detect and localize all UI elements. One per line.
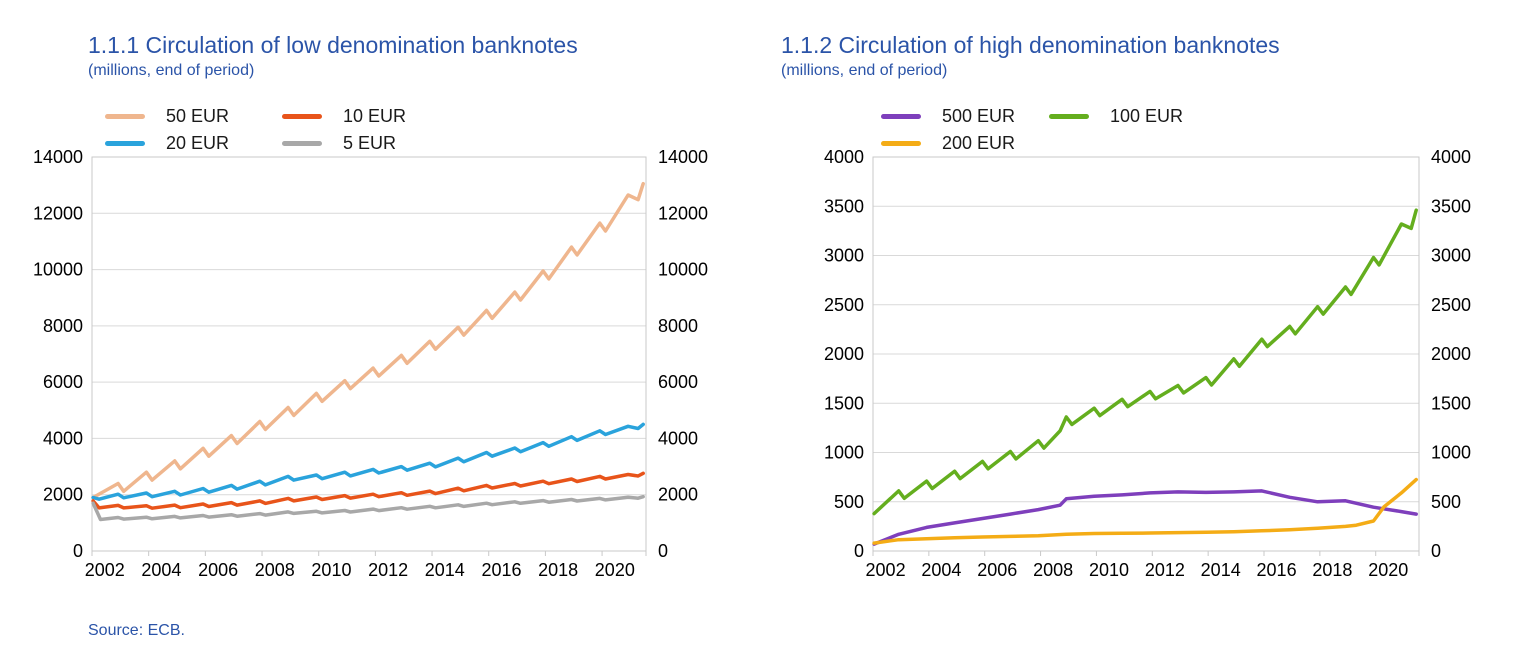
- legend-item-10-eur: 10 EUR: [282, 103, 406, 130]
- y-axis-label-left: 12000: [33, 203, 83, 223]
- chart-1-title: 1.1.1 Circulation of low denomination ba…: [88, 32, 578, 58]
- x-axis-label: 2020: [1368, 560, 1408, 580]
- x-axis-label: 2004: [141, 560, 181, 580]
- series-line-200-eur: [872, 477, 1418, 545]
- legend-swatch-100-eur: [1049, 114, 1089, 119]
- chart-2-legend: 500 EUR 100 EUR 200 EUR: [881, 103, 1301, 157]
- y-axis-label-left: 6000: [43, 372, 83, 392]
- legend-label: 50 EUR: [166, 106, 230, 126]
- y-axis-label-right: 500: [1431, 492, 1461, 512]
- x-axis-label: 2008: [255, 560, 295, 580]
- source-note: Source: ECB.: [88, 622, 185, 639]
- legend-item-100-eur: 100 EUR: [1049, 103, 1183, 130]
- y-axis-label-left: 4000: [824, 147, 864, 167]
- y-axis-label-left: 4000: [43, 428, 83, 448]
- y-axis-label-right: 14000: [658, 147, 708, 167]
- series-line-10-eur: [91, 471, 645, 510]
- chart-1-subtitle: (millions, end of period): [88, 62, 255, 79]
- y-axis-label-right: 3000: [1431, 246, 1471, 266]
- x-axis-label: 2018: [1312, 560, 1352, 580]
- x-axis-label: 2004: [921, 560, 961, 580]
- y-axis-label-left: 2500: [824, 295, 864, 315]
- x-axis-label: 2016: [1257, 560, 1297, 580]
- y-axis-label-right: 12000: [658, 203, 708, 223]
- chart-1-plot: 0 0 2000 2000 4000 4000 6000 6000 8000 8000 10000 1…: [33, 147, 708, 580]
- legend-swatch-200-eur: [881, 141, 921, 146]
- chart-1-legend: 50 EUR 10 EUR 20 EUR 5 EUR: [105, 103, 525, 157]
- y-axis-label-right: 1500: [1431, 393, 1471, 413]
- y-axis-label-right: 8000: [658, 316, 698, 336]
- chart-2-plot: 0 0 500 500 1000 1000 1500 1500 2000 2000 2500 2500…: [824, 147, 1471, 580]
- legend-label: 200 EUR: [942, 133, 1016, 153]
- plot-border: [91, 156, 647, 552]
- y-axis-label-right: 0: [1431, 541, 1441, 561]
- legend-row: 50 EUR 10 EUR: [105, 103, 525, 130]
- legend-swatch-500-eur: [881, 114, 921, 119]
- y-axis-label-right: 4000: [658, 428, 698, 448]
- x-axis-label: 2014: [1201, 560, 1241, 580]
- y-axis-label-left: 3500: [824, 196, 864, 216]
- y-axis-label-right: 3500: [1431, 196, 1471, 216]
- y-axis-label-left: 2000: [43, 485, 83, 505]
- series-line-20-eur: [91, 422, 645, 501]
- series-line-5-eur: [91, 494, 645, 522]
- y-axis-label-left: 3000: [824, 246, 864, 266]
- y-axis-label-left: 2000: [824, 344, 864, 364]
- x-axis-label: 2018: [538, 560, 578, 580]
- y-axis-label-left: 0: [73, 541, 83, 561]
- legend-item-50-eur: 50 EUR: [105, 103, 229, 130]
- legend-item-5-eur: 5 EUR: [282, 130, 396, 157]
- legend-row: 500 EUR 100 EUR: [881, 103, 1301, 130]
- legend-item-20-eur: 20 EUR: [105, 130, 229, 157]
- legend-label: 10 EUR: [343, 106, 407, 126]
- legend-item-200-eur: 200 EUR: [881, 130, 1015, 157]
- x-axis-label: 2014: [425, 560, 465, 580]
- x-axis-label: 2010: [311, 560, 351, 580]
- y-axis-label-left: 10000: [33, 260, 83, 280]
- plot-border: [872, 156, 1420, 552]
- x-axis-label: 2008: [1033, 560, 1073, 580]
- y-axis-label-left: 14000: [33, 147, 83, 167]
- chart-2-title: 1.1.2 Circulation of high denomination b…: [781, 32, 1280, 58]
- y-axis-label-right: 2000: [658, 485, 698, 505]
- x-axis-label: 2020: [595, 560, 635, 580]
- y-axis-label-right: 2500: [1431, 295, 1471, 315]
- x-axis-label: 2012: [368, 560, 408, 580]
- legend-swatch-50-eur: [105, 114, 145, 119]
- x-axis-label: 2016: [481, 560, 521, 580]
- x-axis-label: 2012: [1145, 560, 1185, 580]
- y-axis-label-right: 1000: [1431, 443, 1471, 463]
- legend-row: 200 EUR: [881, 130, 1301, 157]
- legend-swatch-10-eur: [282, 114, 322, 119]
- y-axis-label-left: 8000: [43, 316, 83, 336]
- series-line-500-eur: [872, 489, 1418, 546]
- legend-label: 5 EUR: [343, 133, 397, 153]
- y-axis-label-right: 0: [658, 541, 668, 561]
- y-axis-label-right: 4000: [1431, 147, 1471, 167]
- legend-label: 20 EUR: [166, 133, 230, 153]
- legend-swatch-5-eur: [282, 141, 322, 146]
- y-axis-label-left: 1500: [824, 393, 864, 413]
- y-axis-label-left: 1000: [824, 443, 864, 463]
- y-axis-label-left: 500: [834, 492, 864, 512]
- y-axis-label-left: 0: [854, 541, 864, 561]
- y-axis-label-right: 10000: [658, 260, 708, 280]
- legend-swatch-20-eur: [105, 141, 145, 146]
- legend-item-500-eur: 500 EUR: [881, 103, 1015, 130]
- legend-label: 100 EUR: [1110, 106, 1184, 126]
- series-line-50-eur: [91, 181, 645, 500]
- x-axis-label: 2002: [85, 560, 125, 580]
- legend-row: 20 EUR 5 EUR: [105, 130, 525, 157]
- x-axis-label: 2010: [1089, 560, 1129, 580]
- y-axis-label-right: 6000: [658, 372, 698, 392]
- x-axis-label: 2002: [866, 560, 906, 580]
- legend-label: 500 EUR: [942, 106, 1016, 126]
- chart-2-subtitle: (millions, end of period): [781, 62, 948, 79]
- y-axis-label-right: 2000: [1431, 344, 1471, 364]
- x-axis-label: 2006: [198, 560, 238, 580]
- x-axis-label: 2006: [977, 560, 1017, 580]
- series-line-100-eur: [872, 208, 1418, 516]
